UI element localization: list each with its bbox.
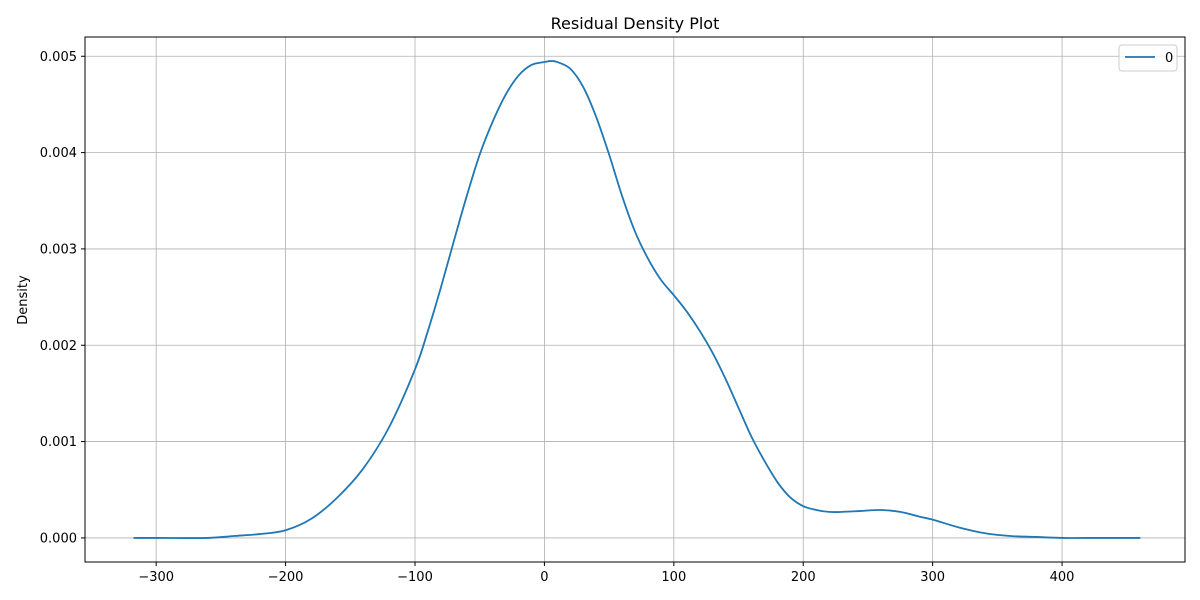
legend-box [1118, 44, 1178, 72]
x-tick-label: −300 [138, 570, 174, 585]
y-tick-label: 0.003 [40, 242, 77, 257]
chart-title: Residual Density Plot [551, 14, 720, 33]
legend: 0 [1118, 44, 1178, 72]
x-tick-label: 200 [791, 570, 816, 585]
x-tick-label: −100 [397, 570, 433, 585]
x-tick-label: 400 [1050, 570, 1075, 585]
density-line-series-0 [133, 60, 1141, 539]
y-tick-label: 0.000 [40, 531, 77, 546]
x-axis-ticks: −300 −200 −100 0 100 200 300 400 [138, 562, 1074, 585]
x-tick-label: 300 [920, 570, 945, 585]
legend-label-series-0: 0 [1165, 51, 1173, 66]
x-tick-label: 100 [661, 570, 686, 585]
y-tick-label: 0.002 [40, 339, 77, 354]
y-tick-label: 0.004 [40, 146, 77, 161]
plot-area-frame [84, 36, 1186, 563]
x-tick-label: −200 [268, 570, 304, 585]
y-axis-ticks: 0.000 0.001 0.002 0.003 0.004 0.005 [40, 50, 85, 546]
y-axis-label: Density [16, 275, 31, 325]
grid-lines [85, 37, 1185, 562]
y-tick-label: 0.001 [40, 435, 77, 450]
x-tick-label: 0 [540, 570, 548, 585]
y-tick-label: 0.005 [40, 50, 77, 65]
